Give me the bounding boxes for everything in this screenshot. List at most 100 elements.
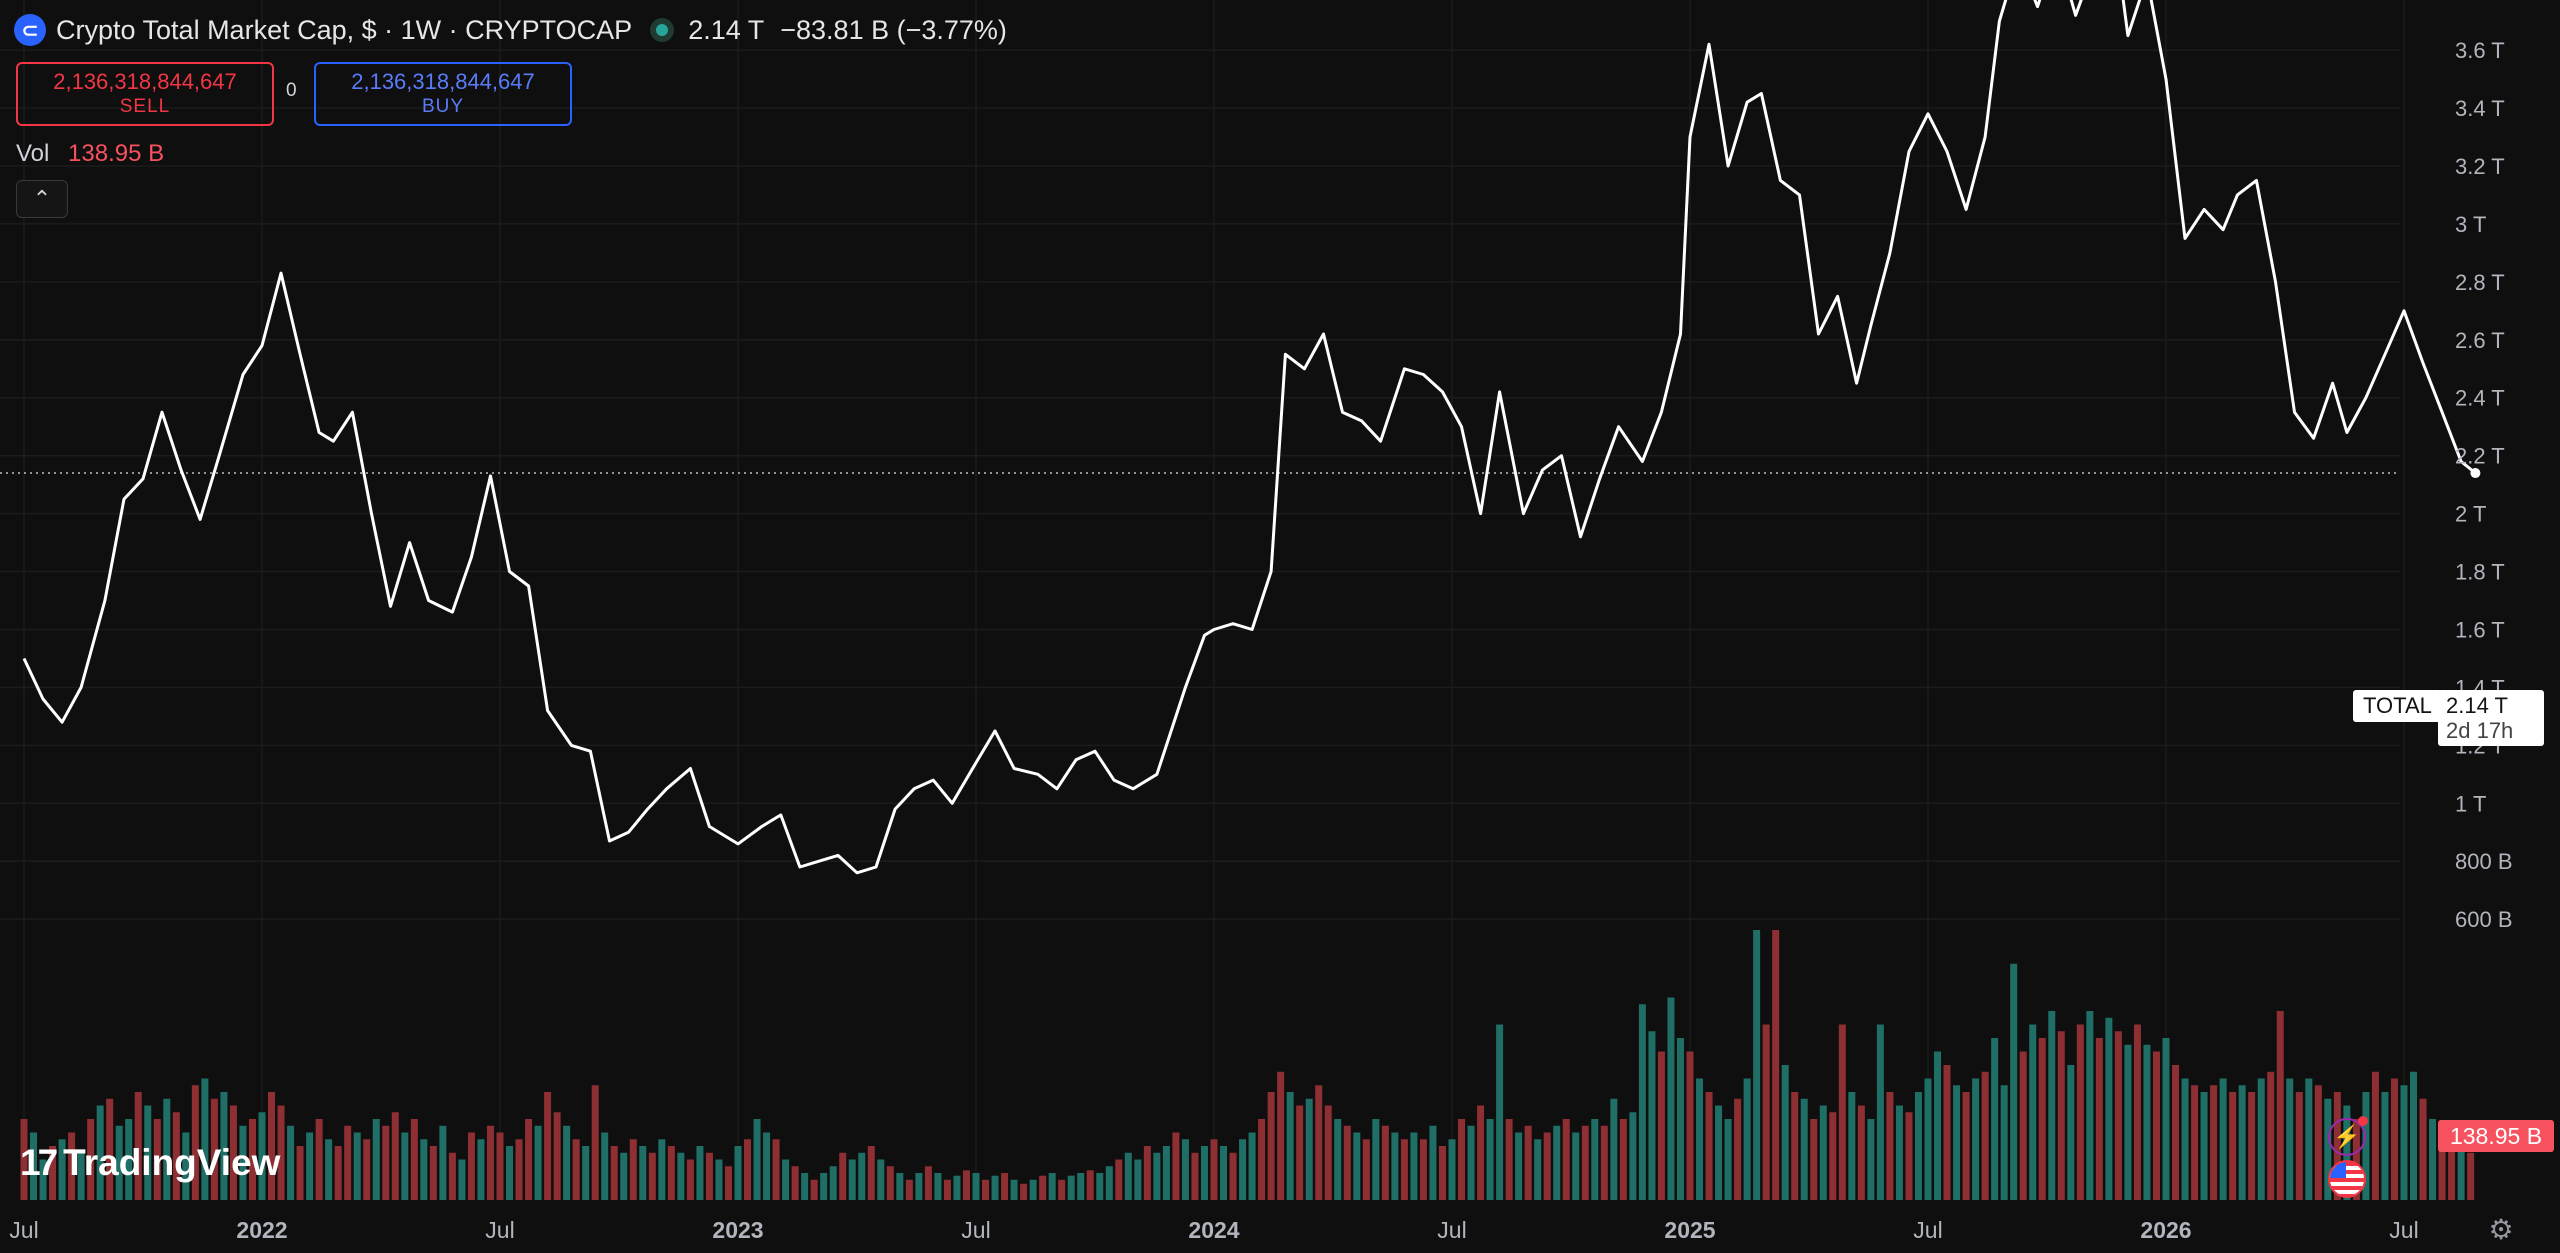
volume-bar [1534,1139,1542,1200]
volume-bar [2371,1071,2379,1200]
volume-bar [420,1139,428,1200]
volume-bar [1772,930,1780,1200]
volume-bar [582,1146,590,1200]
volume-bar [972,1173,980,1200]
volume-bar [953,1175,961,1200]
volume-bar [325,1139,333,1200]
volume-bar [1286,1092,1294,1200]
sell-button[interactable]: 2,136,318,844,647 SELL [16,62,274,126]
collapse-legend-button[interactable]: ⌃ [16,180,68,218]
volume-bar [2400,1085,2408,1200]
volume-bar [1010,1179,1018,1200]
volume-bar [1943,1065,1951,1200]
volume-bar [1515,1132,1523,1200]
volume-bar [144,1105,152,1200]
volume-legend-value: 138.95 B [68,140,165,167]
volume-bar [1610,1098,1618,1200]
last-price-dot [2470,468,2481,479]
y-tick-label: 1.8 T [2455,560,2505,585]
volume-bar [458,1159,466,1200]
volume-bar [1448,1139,1456,1200]
volume-bar [439,1125,447,1200]
volume-bar [829,1166,837,1200]
volume-bar [1143,1146,1151,1200]
volume-bar [1039,1175,1047,1200]
volume-bar [496,1132,504,1200]
volume-bar [1381,1125,1389,1200]
buy-button[interactable]: 2,136,318,844,647 BUY [314,62,572,126]
volume-bar [2162,1038,2170,1200]
volume-legend[interactable]: Vol 138.95 B [16,140,164,168]
market-status-icon[interactable] [650,18,675,42]
volume-bar [2352,1119,2360,1200]
volume-bar [601,1132,609,1200]
volume-bar [39,1159,47,1200]
volume-bar [125,1119,133,1200]
time-axis[interactable]: Jul 2022 Jul 2023 Jul 2024 Jul 2025 Jul 2026 Jul [9,1217,2418,1243]
volume-bar [791,1166,799,1200]
volume-bar [858,1152,866,1200]
volume-bar [544,1092,552,1200]
x-tick-label: Jul [2389,1217,2418,1243]
volume-bar [277,1105,285,1200]
volume-bar [410,1119,418,1200]
volume-bar [2286,1078,2294,1200]
buy-price: 2,136,318,844,647 [351,69,535,94]
tradingview-logo[interactable]: 17 TradingView [20,1142,280,1184]
volume-bar [153,1119,161,1200]
volume-bar [1715,1105,1723,1200]
volume-bar [2410,1071,2418,1200]
x-tick-label: 2023 [712,1217,763,1243]
tradingview-logo-icon: 17 [20,1142,58,1183]
volume-bar [982,1179,990,1200]
volume-bar [239,1125,247,1200]
volume-bar [2172,1065,2180,1200]
symbol-title[interactable]: Crypto Total Market Cap, $ · 1W · CRYPTO… [56,14,633,45]
volume-bar [629,1139,637,1200]
last-price: 2.14 T [688,14,765,45]
volume-bar [486,1125,494,1200]
volume-bar [1553,1125,1561,1200]
volume-bar [591,1085,599,1200]
volume-bar [1886,1092,1894,1200]
volume-bar [191,1085,199,1200]
volume-bar [924,1166,932,1200]
volume-bar [534,1125,542,1200]
volume-bar [1791,1092,1799,1200]
volume-bar [1638,1004,1646,1200]
volume-bar [2324,1098,2332,1200]
volume-bar [306,1132,314,1200]
volume-bar [1581,1125,1589,1200]
volume-bar [372,1119,380,1200]
volume-bar [201,1078,209,1200]
gear-icon[interactable]: ⚙ [2488,1213,2514,1245]
volume-bar [268,1092,276,1200]
y-tick-label: 2 T [2455,502,2486,527]
volume-bar [229,1105,237,1200]
volume-bar [1267,1092,1275,1200]
volume-bar [677,1152,685,1200]
volume-bar [353,1132,361,1200]
volume-bar [1429,1125,1437,1200]
volume-bar [1105,1166,1113,1200]
volume-bar [1857,1105,1865,1200]
volume-bar [1905,1112,1913,1200]
volume-bar [572,1139,580,1200]
volume-bar [210,1098,218,1200]
volume-bar [1924,1078,1932,1200]
volume-bar [2076,1024,2084,1200]
lightning-icon[interactable]: ⚡ [2328,1116,2368,1156]
volume-bar [1895,1105,1903,1200]
volume-price-tag: 138.95 B [2438,1120,2554,1152]
coin-logo-icon[interactable]: ⊂ [14,14,46,46]
volume-bar [2095,1038,2103,1200]
volume-bars [20,930,2475,1200]
volume-bar [1876,1024,1884,1200]
volume-bar [1438,1146,1446,1200]
tradingview-logo-text: TradingView [63,1142,281,1183]
volume-bar [1172,1132,1180,1200]
volume-bar [801,1173,809,1200]
us-flag-icon[interactable] [2328,1160,2366,1198]
